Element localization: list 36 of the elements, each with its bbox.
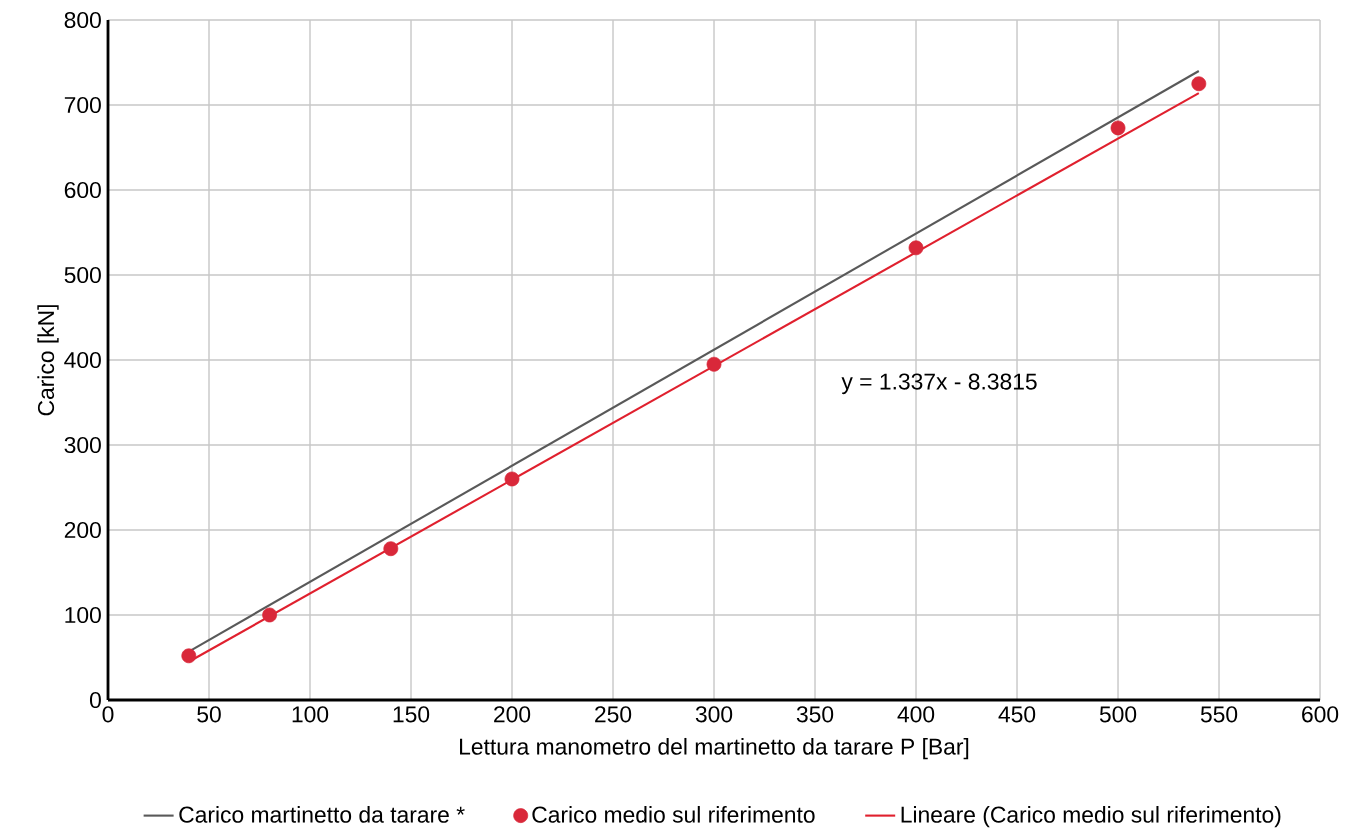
annotation: y = 1.337x - 8.3815 bbox=[841, 373, 1037, 395]
x-tick-label: 450 bbox=[998, 706, 1036, 723]
y-tick-label: 0 bbox=[89, 691, 101, 709]
x-tick-label: 50 bbox=[197, 706, 221, 723]
x-axis-title: Lettura manometro del martinetto da tarare P [Bar] bbox=[460, 737, 969, 760]
x-tick-label: 0 bbox=[102, 706, 114, 723]
point bbox=[504, 471, 520, 487]
x-tick-label: 200 bbox=[494, 706, 531, 723]
y-tick-label: 800 bbox=[64, 11, 101, 29]
x-tick-label: 300 bbox=[695, 706, 733, 723]
legend-label: Carico medio sul riferimento bbox=[532, 805, 815, 823]
x-tick-label: 500 bbox=[1099, 706, 1137, 723]
point bbox=[181, 648, 197, 664]
y-tick-label: 600 bbox=[64, 181, 101, 199]
y-tick-label: 500 bbox=[64, 266, 101, 284]
y-tick-label: 100 bbox=[65, 606, 101, 624]
point bbox=[908, 240, 924, 256]
y-tick-label: 700 bbox=[64, 96, 101, 114]
x-tick-label: 250 bbox=[595, 706, 632, 723]
point bbox=[1110, 120, 1126, 136]
x-tick-label: 600 bbox=[1302, 706, 1339, 723]
y-tick-label: 400 bbox=[64, 351, 101, 369]
x-tick-label: 550 bbox=[1200, 706, 1238, 723]
y-tick-label: 300 bbox=[64, 436, 101, 454]
y-tick-label: 200 bbox=[64, 521, 101, 539]
point bbox=[706, 356, 722, 372]
legend-label: Lineare (Carico medio sul riferimento) bbox=[901, 805, 1281, 828]
x-tick-label: 100 bbox=[292, 706, 329, 723]
point bbox=[1191, 76, 1207, 92]
y-axis-title: Carico [kN] bbox=[37, 305, 59, 416]
x-tick-label: 350 bbox=[796, 706, 834, 723]
point bbox=[383, 541, 399, 557]
legend-label: Carico martinetto da tarare * bbox=[179, 805, 465, 823]
x-tick-label: 150 bbox=[393, 706, 430, 723]
point bbox=[262, 607, 277, 623]
x-tick-label: 400 bbox=[897, 706, 935, 723]
